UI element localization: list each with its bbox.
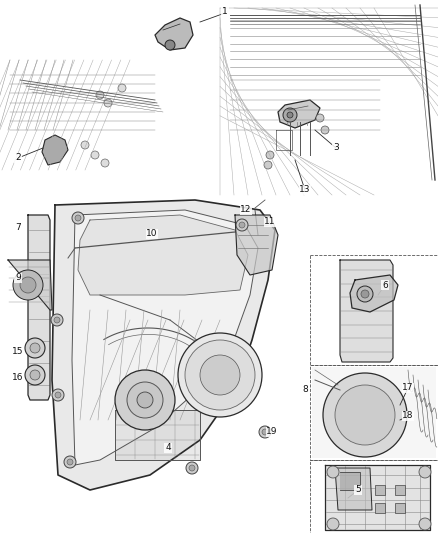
Polygon shape (350, 275, 398, 312)
Circle shape (200, 355, 240, 395)
Circle shape (55, 392, 61, 398)
Text: 1: 1 (222, 7, 228, 17)
Polygon shape (155, 18, 193, 50)
Text: 7: 7 (15, 223, 21, 232)
Bar (375, 503, 385, 513)
Circle shape (357, 286, 373, 302)
Circle shape (236, 219, 248, 231)
Circle shape (127, 382, 163, 418)
Circle shape (185, 340, 255, 410)
Circle shape (335, 385, 395, 445)
Polygon shape (278, 100, 320, 128)
Circle shape (81, 141, 89, 149)
Circle shape (20, 277, 36, 293)
Circle shape (283, 108, 297, 122)
Circle shape (54, 317, 60, 323)
Circle shape (30, 370, 40, 380)
Circle shape (327, 466, 339, 478)
Polygon shape (312, 367, 436, 458)
Circle shape (186, 462, 198, 474)
Bar (395, 503, 405, 513)
Circle shape (316, 114, 324, 122)
Text: 18: 18 (402, 411, 414, 421)
Bar (395, 485, 405, 495)
Text: 2: 2 (15, 154, 21, 163)
Circle shape (189, 465, 195, 471)
Text: 12: 12 (240, 206, 252, 214)
Polygon shape (42, 135, 68, 165)
Circle shape (67, 459, 73, 465)
Circle shape (419, 466, 431, 478)
Circle shape (262, 429, 268, 435)
Circle shape (13, 270, 43, 300)
Polygon shape (28, 215, 50, 400)
Circle shape (323, 373, 407, 457)
Circle shape (165, 40, 175, 50)
Circle shape (30, 343, 40, 353)
Bar (375, 485, 385, 495)
Polygon shape (340, 260, 393, 362)
Polygon shape (115, 410, 200, 460)
Circle shape (25, 365, 45, 385)
Circle shape (104, 99, 112, 107)
Polygon shape (335, 468, 372, 510)
Text: 16: 16 (12, 374, 24, 383)
Text: 5: 5 (355, 486, 361, 495)
Circle shape (264, 161, 272, 169)
Circle shape (51, 314, 63, 326)
Circle shape (64, 456, 76, 468)
Text: 9: 9 (15, 273, 21, 282)
Text: 4: 4 (165, 443, 171, 453)
Polygon shape (340, 472, 360, 490)
Polygon shape (235, 215, 278, 275)
Circle shape (25, 338, 45, 358)
Text: 17: 17 (402, 384, 414, 392)
Circle shape (259, 426, 271, 438)
Circle shape (75, 215, 81, 221)
Polygon shape (52, 200, 275, 490)
Text: 10: 10 (146, 230, 158, 238)
Circle shape (266, 151, 274, 159)
Text: 11: 11 (264, 217, 276, 227)
Circle shape (137, 392, 153, 408)
Circle shape (361, 290, 369, 298)
Polygon shape (325, 465, 430, 530)
Circle shape (419, 518, 431, 530)
Polygon shape (78, 215, 248, 295)
Circle shape (118, 84, 126, 92)
Circle shape (287, 112, 293, 118)
Text: 15: 15 (12, 348, 24, 357)
Text: 19: 19 (266, 427, 278, 437)
Circle shape (239, 222, 245, 228)
Text: 13: 13 (299, 185, 311, 195)
Circle shape (52, 389, 64, 401)
Polygon shape (72, 210, 258, 465)
Text: 8: 8 (302, 385, 308, 394)
Circle shape (115, 370, 175, 430)
Circle shape (178, 333, 262, 417)
Circle shape (101, 159, 109, 167)
Circle shape (91, 151, 99, 159)
Polygon shape (8, 260, 52, 310)
Circle shape (72, 212, 84, 224)
Circle shape (327, 518, 339, 530)
Circle shape (96, 91, 104, 99)
Text: 3: 3 (333, 143, 339, 152)
Circle shape (321, 126, 329, 134)
Text: 6: 6 (382, 280, 388, 289)
